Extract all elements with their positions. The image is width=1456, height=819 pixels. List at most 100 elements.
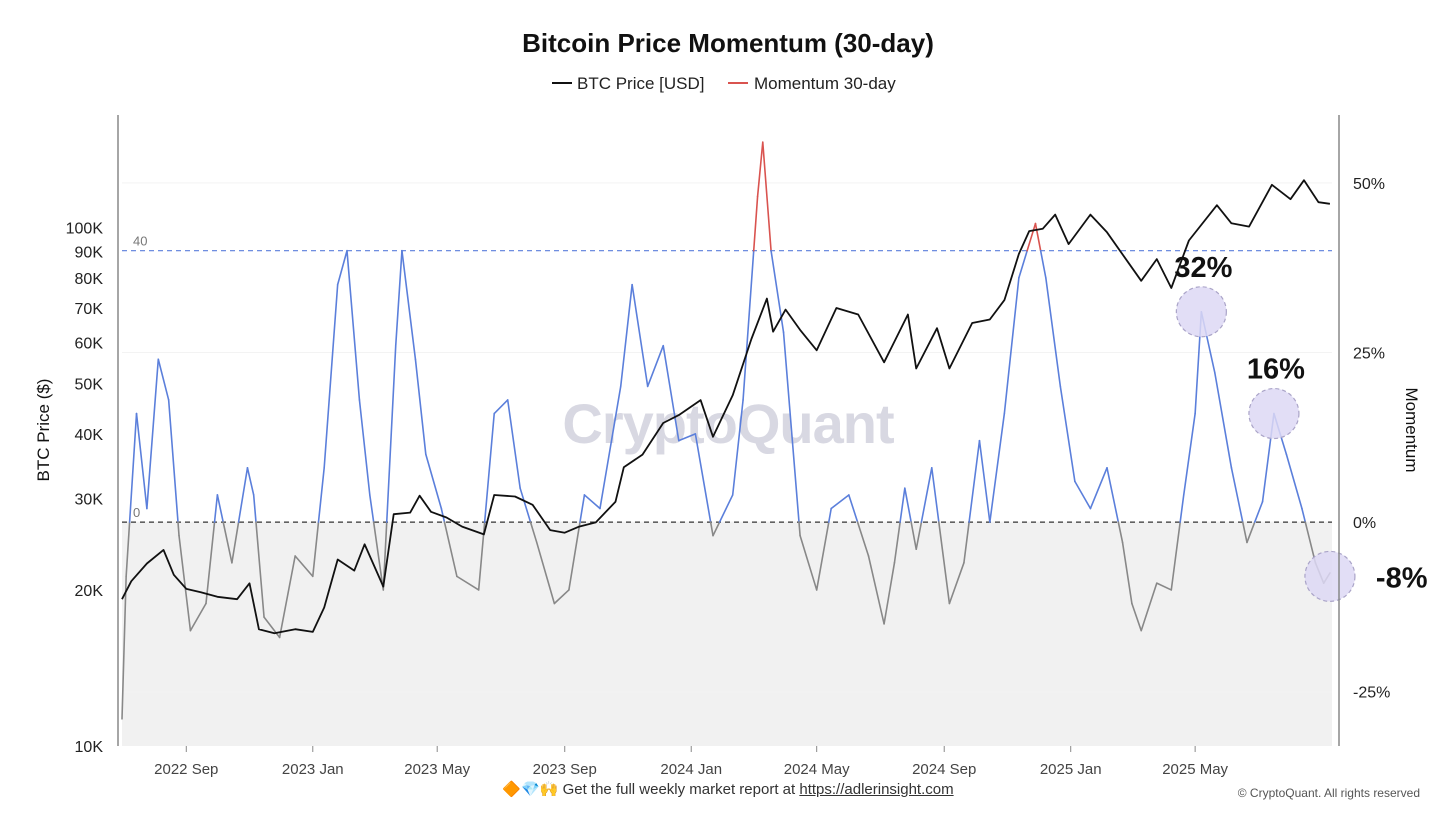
left-tick-label: 50K [75, 377, 104, 394]
momentum-segment [358, 399, 371, 496]
momentum-segment [456, 575, 480, 591]
momentum-segment [631, 283, 649, 388]
right-tick-label: 0% [1353, 515, 1376, 532]
momentum-segment [323, 283, 339, 469]
momentum-segment [125, 521, 131, 578]
momentum-segment [1074, 480, 1092, 510]
momentum-segment [135, 412, 148, 510]
momentum-segment [369, 494, 375, 523]
momentum-segment [742, 249, 755, 401]
legend-momentum-label: Momentum 30-day [754, 74, 896, 93]
reference-line-label: 0 [133, 505, 140, 520]
momentum-segment [920, 467, 933, 523]
momentum-segment [506, 399, 521, 489]
momentum-segment [646, 344, 665, 388]
momentum-segment [830, 494, 850, 510]
momentum-segment [718, 494, 734, 523]
left-tick-label: 70K [75, 301, 104, 318]
x-tick-label: 2025 Jan [1040, 761, 1102, 778]
left-tick-label: 100K [66, 221, 104, 238]
momentum-segment [263, 616, 281, 639]
momentum-segment [157, 358, 170, 401]
reference-line-label: 40 [133, 234, 147, 249]
x-tick-label: 2022 Sep [154, 761, 218, 778]
left-tick-label: 80K [75, 271, 104, 288]
annotation-circle [1175, 286, 1227, 338]
x-tick-label: 2023 Sep [533, 761, 597, 778]
negative-momentum-shade [122, 522, 1332, 746]
momentum-segment [677, 433, 697, 442]
momentum-segment [799, 534, 818, 591]
annotation-label: 16% [1247, 354, 1305, 386]
momentum-segment [948, 562, 965, 605]
momentum-segment [394, 249, 403, 347]
momentum-segment [1018, 249, 1028, 279]
momentum-segment [121, 575, 127, 720]
momentum-segment [216, 494, 224, 523]
left-tick-label: 20K [75, 583, 104, 600]
price-line [121, 179, 1331, 635]
legend: BTC Price [USD] Momentum 30-day [552, 74, 896, 93]
momentum-segment [146, 358, 160, 510]
x-tick-label: 2024 Sep [912, 761, 976, 778]
momentum-segment [255, 521, 265, 618]
momentum-segment [1131, 602, 1143, 632]
momentum-segment [1214, 372, 1233, 469]
x-tick-label: 2024 Jan [660, 761, 722, 778]
momentum-segment [963, 521, 970, 564]
left-tick-label: 90K [75, 244, 104, 261]
momentum-segment [424, 453, 443, 510]
momentum-segment [709, 521, 714, 537]
momentum-segment [910, 521, 918, 551]
momentum-segment [915, 521, 923, 551]
left-tick-label: 10K [75, 739, 104, 756]
annotations: 32% 16% -8% [1174, 252, 1428, 602]
momentum-segment [712, 521, 721, 537]
momentum-segment [385, 344, 397, 523]
momentum-segment [529, 521, 538, 544]
momentum-segment [930, 467, 940, 523]
momentum-segment [662, 344, 680, 442]
momentum-segment [798, 521, 801, 537]
annotation-circle [1304, 550, 1356, 602]
momentum-segment [1246, 521, 1256, 544]
momentum-segment [1155, 582, 1173, 591]
right-tick-label: 50% [1353, 176, 1385, 193]
momentum-segment [1140, 582, 1158, 632]
momentum-segment [1026, 222, 1037, 252]
momentum-segment [336, 249, 348, 286]
annotation-circle [1248, 387, 1300, 440]
momentum-segment [883, 562, 896, 625]
momentum-segment [222, 521, 233, 564]
reference-lines: 40 0 [122, 234, 1332, 523]
momentum-segment [483, 412, 496, 523]
footer-link[interactable]: https://adlerinsight.com [799, 781, 954, 798]
price-series [121, 179, 1331, 635]
momentum-segment [989, 412, 1006, 523]
momentum-segment [731, 399, 744, 496]
x-axis-ticks: 2022 Sep 2023 Jan 2023 May 2023 Sep 2024 Jan… [154, 746, 1229, 778]
momentum-segment [899, 487, 906, 523]
left-axis-ticks: 10K 20K 30K 40K 50K 60K 70K 80K 90K 100K [66, 221, 104, 756]
momentum-segment [401, 249, 417, 361]
momentum-segment [1170, 521, 1181, 591]
copyright: © CryptoQuant. All rights reserved [1237, 786, 1420, 800]
annotation-label: -8% [1376, 562, 1428, 594]
momentum-segment [246, 467, 255, 496]
momentum-segment [756, 141, 764, 198]
chart-title: Bitcoin Price Momentum (30-day) [522, 28, 934, 58]
momentum-segment [205, 521, 216, 605]
momentum-segment [782, 331, 800, 523]
momentum-segment [1285, 453, 1303, 510]
right-axis-ticks: -25% 0% 25% 50% [1353, 176, 1390, 702]
momentum-segment [493, 399, 509, 415]
footer: 🔶💎🙌 Get the full weekly market report at… [0, 780, 1456, 798]
left-tick-label: 40K [75, 427, 104, 444]
annotation-label: 32% [1174, 252, 1232, 284]
momentum-segment [599, 385, 622, 510]
momentum-segment [1089, 467, 1108, 510]
momentum-segment [231, 521, 240, 564]
momentum-segment [904, 487, 912, 523]
momentum-segment [1253, 500, 1264, 523]
